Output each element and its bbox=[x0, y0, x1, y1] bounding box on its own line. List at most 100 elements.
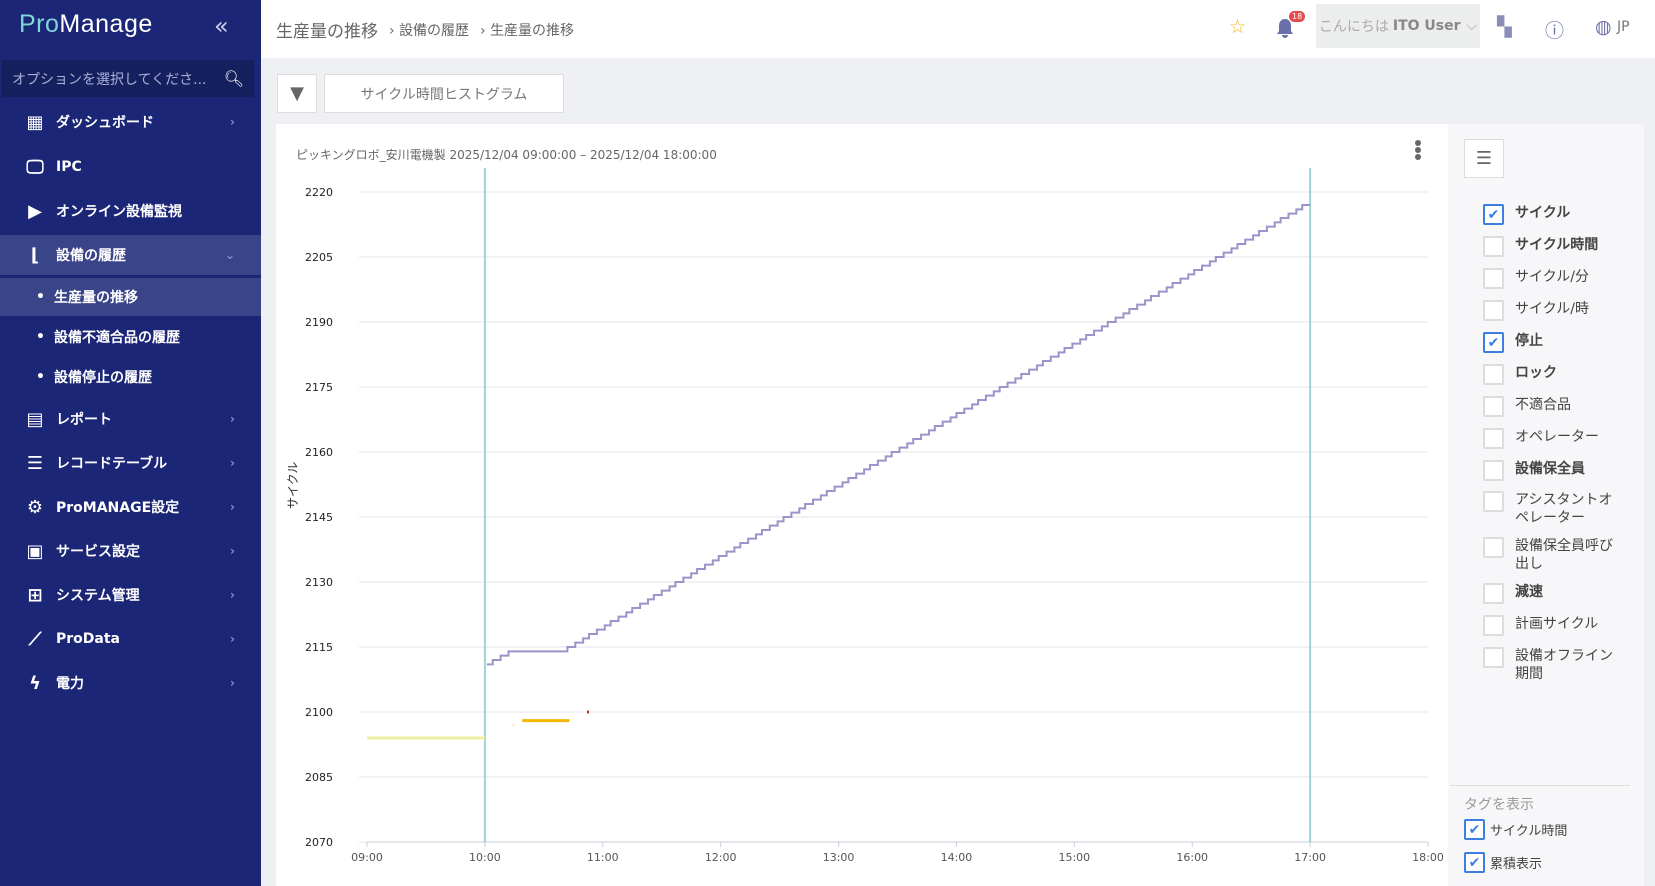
sidebar-search-input[interactable]: オプションを選択してくださ... 🔍︎ bbox=[2, 60, 254, 97]
gear-icon: ⚙ bbox=[26, 496, 44, 518]
checkbox[interactable] bbox=[1483, 537, 1504, 558]
option-label: サイクル bbox=[1515, 205, 1571, 221]
collapse-sidebar-icon[interactable]: « bbox=[214, 12, 229, 40]
x-tick-label: 12:00 bbox=[705, 851, 737, 864]
sidebar-item[interactable]: ▦ ダッシュボード › bbox=[0, 102, 261, 142]
checkbox[interactable] bbox=[1483, 647, 1504, 668]
series-option[interactable]: ✔ 停止 bbox=[1483, 332, 1625, 353]
breadcrumb-history[interactable]: › 設備の履歴 bbox=[389, 23, 470, 39]
x-tick-label: 10:00 bbox=[469, 851, 501, 864]
sidebar-subitem[interactable]: • 設備不適合品の履歴 bbox=[0, 318, 261, 356]
sidebar-item[interactable]: 🖵 IPC bbox=[0, 147, 261, 187]
series-option[interactable]: 計画サイクル bbox=[1483, 615, 1625, 636]
sidebar-item[interactable]: ▣ サービス設定 › bbox=[0, 531, 261, 571]
breadcrumb-label: 設備の履歴 bbox=[399, 23, 470, 39]
sidebar-item-label: 設備の履歴 bbox=[56, 248, 126, 264]
user-menu[interactable]: こんにちは ITO User ⌵ bbox=[1316, 4, 1480, 48]
menu-icon[interactable]: ☰ bbox=[1464, 139, 1504, 178]
checkbox[interactable]: ✔ bbox=[1464, 852, 1485, 873]
star-icon[interactable]: ☆ bbox=[1229, 16, 1247, 38]
series-option[interactable]: 設備保全員呼び出し bbox=[1483, 537, 1625, 573]
page-title: 生産量の推移 bbox=[276, 22, 378, 42]
video-icon: ▶ bbox=[28, 200, 42, 222]
chevron-icon: ⌄ bbox=[224, 248, 235, 262]
checkbox[interactable] bbox=[1483, 460, 1504, 481]
series-option[interactable]: 設備オフライン期間 bbox=[1483, 647, 1625, 683]
series-option[interactable]: オペレーター bbox=[1483, 428, 1625, 449]
checkbox[interactable] bbox=[1483, 364, 1504, 385]
divider bbox=[1450, 785, 1630, 786]
sidebar-subitem-label: 設備停止の履歴 bbox=[53, 370, 152, 386]
bell-icon[interactable] bbox=[1275, 17, 1295, 39]
option-label: ロック bbox=[1515, 365, 1557, 381]
greeting: こんにちは bbox=[1318, 19, 1389, 35]
series-option[interactable]: 不適合品 bbox=[1483, 396, 1625, 417]
option-label: アシスタントオペレーター bbox=[1515, 492, 1613, 526]
checkbox[interactable] bbox=[1483, 583, 1504, 604]
search-placeholder: オプションを選択してくださ... bbox=[12, 71, 207, 88]
checkbox[interactable] bbox=[1483, 268, 1504, 289]
option-label: サイクル/時 bbox=[1515, 301, 1590, 317]
lightning-icon: ϟ bbox=[29, 672, 41, 694]
series-option[interactable]: サイクル/分 bbox=[1483, 268, 1625, 289]
sidebar-item-label: 電力 bbox=[56, 676, 84, 692]
sidebar-item-label: サービス設定 bbox=[56, 544, 140, 560]
x-tick-label: 14:00 bbox=[941, 851, 973, 864]
sidebar-item[interactable]: ⟋ ProData › bbox=[0, 619, 261, 659]
notification-badge: 18 bbox=[1289, 11, 1306, 22]
breadcrumb-current[interactable]: › 生産量の推移 bbox=[480, 23, 575, 39]
sidebar-item-label: IPC bbox=[56, 159, 82, 175]
series-panel: ☰ ✔ サイクル サイクル時間 サイクル/分 サイクル/時 ✔ 停止 ロック 不適合品 オペレータ… bbox=[1448, 124, 1644, 886]
sidebar-item[interactable]: ☰ レコードテーブル › bbox=[0, 443, 261, 483]
checkbox[interactable] bbox=[1483, 615, 1504, 636]
series-option[interactable]: サイクル時間 bbox=[1483, 236, 1625, 257]
language-label[interactable]: JP bbox=[1617, 19, 1630, 35]
search-icon[interactable]: 🔍︎ bbox=[223, 69, 244, 88]
x-tick-label: 16:00 bbox=[1176, 851, 1208, 864]
checkbox[interactable]: ✔ bbox=[1483, 204, 1504, 225]
apps-grid-icon[interactable]: ▚ bbox=[1497, 16, 1512, 38]
checkbox[interactable] bbox=[1483, 428, 1504, 449]
y-tick-label: 2160 bbox=[305, 446, 333, 459]
cycle-time-histogram-button[interactable]: サイクル時間ヒストグラム bbox=[324, 74, 564, 113]
help-icon[interactable]: ⓘ bbox=[1545, 20, 1565, 42]
sidebar-item-label: ProData bbox=[56, 631, 120, 647]
globe-icon[interactable]: ◍ bbox=[1595, 16, 1612, 38]
sidebar-item[interactable]: ⚙ ProMANAGE設定 › bbox=[0, 487, 261, 527]
chart-plot[interactable]: 2070 2085 2100 2115 2130 2145 2160 2175 2190 2205… bbox=[276, 124, 1448, 886]
checkbox[interactable] bbox=[1483, 396, 1504, 417]
sidebar-item[interactable]: ϟ 電力 › bbox=[0, 663, 261, 703]
sidebar-item[interactable]: ▶ オンライン設備監視 bbox=[0, 191, 261, 231]
x-tick-label: 13:00 bbox=[823, 851, 855, 864]
sidebar-item-label: レコードテーブル bbox=[56, 456, 168, 472]
more-options-icon[interactable] bbox=[1414, 140, 1422, 160]
chart-title: ピッキングロボ_安川電機製 2025/12/04 09:00:00 – 2025… bbox=[296, 148, 717, 162]
sidebar-item-label: ダッシュボード bbox=[56, 115, 154, 131]
option-label: 設備保全員呼び出し bbox=[1515, 538, 1613, 572]
series-option[interactable]: アシスタントオペレーター bbox=[1483, 491, 1625, 527]
option-label: 減速 bbox=[1515, 584, 1543, 600]
tag-label: サイクル時間 bbox=[1490, 824, 1568, 839]
series-option[interactable]: ロック bbox=[1483, 364, 1625, 385]
checkbox[interactable] bbox=[1483, 491, 1504, 512]
checkbox[interactable] bbox=[1483, 300, 1504, 321]
series-option[interactable]: ✔ サイクル bbox=[1483, 204, 1625, 225]
sidebar: ProManage « オプションを選択してくださ... 🔍︎ ▦ ダッシュボード… bbox=[0, 0, 261, 886]
tag-option[interactable]: ✔ 累積表示 bbox=[1464, 852, 1542, 873]
series-option[interactable]: 減速 bbox=[1483, 583, 1625, 604]
checkbox[interactable]: ✔ bbox=[1464, 819, 1485, 840]
logo[interactable]: ProManage bbox=[19, 10, 153, 38]
sidebar-item-label: システム管理 bbox=[56, 588, 140, 604]
sidebar-item-label: オンライン設備監視 bbox=[56, 204, 182, 220]
sidebar-subitem[interactable]: • 生産量の推移 bbox=[0, 278, 261, 316]
sidebar-item[interactable]: ⌊ 設備の履歴 ⌄ bbox=[0, 235, 261, 275]
sidebar-item[interactable]: ▤ レポート › bbox=[0, 399, 261, 439]
series-option[interactable]: サイクル/時 bbox=[1483, 300, 1625, 321]
series-option[interactable]: 設備保全員 bbox=[1483, 460, 1625, 481]
sidebar-subitem[interactable]: • 設備停止の履歴 bbox=[0, 358, 261, 396]
checkbox[interactable] bbox=[1483, 236, 1504, 257]
sidebar-item[interactable]: ⊞ システム管理 › bbox=[0, 575, 261, 615]
checkbox[interactable]: ✔ bbox=[1483, 332, 1504, 353]
tag-option[interactable]: ✔ サイクル時間 bbox=[1464, 819, 1567, 840]
filter-button[interactable]: ▼ bbox=[277, 74, 317, 113]
